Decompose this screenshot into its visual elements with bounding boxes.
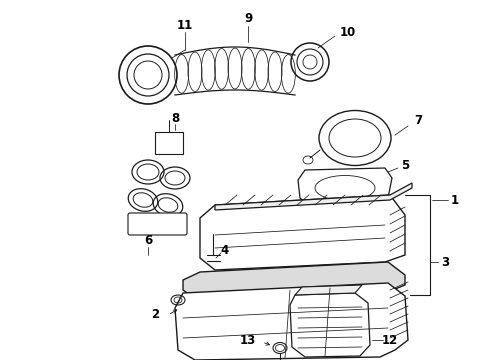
Text: 4: 4 — [221, 243, 229, 257]
Text: 5: 5 — [401, 158, 409, 171]
Text: 6: 6 — [144, 234, 152, 247]
FancyBboxPatch shape — [128, 213, 187, 235]
Text: 13: 13 — [240, 333, 256, 346]
Polygon shape — [298, 168, 392, 207]
Text: 1: 1 — [451, 194, 459, 207]
Bar — [155, 132, 183, 154]
Text: 10: 10 — [340, 26, 356, 39]
Polygon shape — [295, 285, 362, 295]
Polygon shape — [215, 183, 412, 210]
Text: 8: 8 — [171, 112, 179, 125]
Text: 2: 2 — [151, 309, 159, 321]
Polygon shape — [290, 293, 370, 357]
Text: 12: 12 — [382, 333, 398, 346]
Polygon shape — [200, 195, 405, 270]
Text: 11: 11 — [177, 18, 193, 32]
Text: 9: 9 — [244, 12, 252, 24]
Polygon shape — [175, 283, 408, 360]
Polygon shape — [183, 262, 405, 302]
Text: 3: 3 — [441, 256, 449, 269]
Text: 7: 7 — [414, 113, 422, 126]
